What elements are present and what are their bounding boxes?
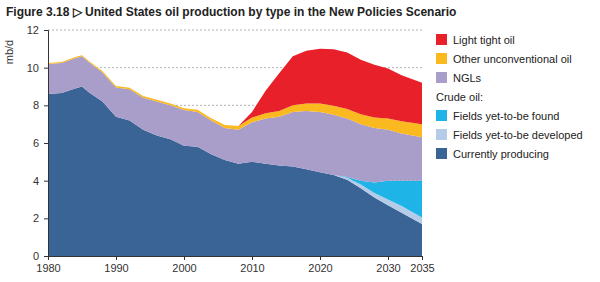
x-tick-mark	[48, 256, 49, 260]
y-tick-label: 6	[33, 137, 39, 149]
legend-swatch	[436, 34, 447, 45]
legend-label: Currently producing	[453, 148, 549, 160]
y-axis-line	[44, 31, 49, 257]
x-tick-label: 1990	[104, 262, 128, 274]
x-tick-label: 2030	[376, 262, 400, 274]
legend-heading: Crude oil:	[436, 91, 483, 103]
y-tick-label: 12	[27, 24, 39, 36]
y-tick: 6	[33, 137, 48, 149]
y-tick: 4	[33, 175, 48, 187]
legend-swatch	[436, 148, 447, 159]
x-tick-label: 2010	[240, 262, 264, 274]
legend-swatch	[436, 72, 447, 83]
y-tick: 12	[27, 24, 48, 36]
legend-label: Light tight oil	[453, 34, 515, 46]
x-tick: 2010	[240, 256, 264, 274]
legend-label: Fields yet-to-be found	[453, 110, 559, 122]
y-tick-label: 4	[33, 175, 39, 187]
y-tick-label: 8	[33, 99, 39, 111]
x-tick: 2000	[172, 256, 196, 274]
x-tick: 1990	[104, 256, 128, 274]
x-tick-label: 2020	[308, 262, 332, 274]
y-tick-mark	[44, 105, 48, 106]
x-tick-label: 2000	[172, 262, 196, 274]
y-tick: 8	[33, 99, 48, 111]
x-tick-mark	[422, 256, 423, 260]
y-tick-mark	[44, 218, 48, 219]
x-tick-mark	[116, 256, 117, 260]
legend-swatch	[436, 53, 447, 64]
legend: Light tight oil Other unconventional oil N…	[436, 34, 583, 160]
legend-label: NGLs	[453, 72, 482, 84]
y-tick: 10	[27, 62, 48, 74]
y-tick: 2	[33, 212, 48, 224]
y-axis: 0 2 4 6 8 10 12	[27, 24, 49, 262]
x-tick-mark	[252, 256, 253, 260]
x-tick-mark	[388, 256, 389, 260]
y-tick-mark	[44, 143, 48, 144]
y-tick-mark	[44, 256, 48, 257]
x-tick-label: 2035	[410, 262, 434, 274]
area	[48, 49, 422, 126]
y-tick: 0	[33, 250, 48, 262]
x-axis-line	[49, 257, 423, 261]
x-tick: 2030	[376, 256, 400, 274]
plot-area	[48, 49, 422, 256]
x-tick-mark	[320, 256, 321, 260]
y-axis-title: mb/d	[3, 40, 15, 64]
y-tick-label: 10	[27, 62, 39, 74]
y-tick-mark	[44, 68, 48, 69]
legend-swatch	[436, 129, 447, 140]
x-tick-label: 1980	[36, 262, 60, 274]
grid	[48, 30, 422, 256]
y-tick-mark	[44, 181, 48, 182]
y-tick-label: 2	[33, 212, 39, 224]
legend-label: Fields yet-to-be developed	[453, 129, 583, 141]
legend-label: Other unconventional oil	[453, 53, 572, 65]
grid-line	[48, 30, 422, 31]
x-tick: 2020	[308, 256, 332, 274]
x-tick: 2035	[410, 256, 434, 274]
x-tick: 1980	[36, 256, 60, 274]
legend-swatch	[436, 110, 447, 121]
x-tick-mark	[184, 256, 185, 260]
title: Figure 3.18 ▷ United States oil producti…	[6, 5, 456, 19]
chart: Figure 3.18 ▷ United States oil producti…	[0, 0, 600, 282]
y-tick-mark	[44, 30, 48, 31]
y-tick-label: 0	[33, 250, 39, 262]
x-axis: 1980 1990 2000 2010 2020 2030 2035	[36, 256, 434, 274]
